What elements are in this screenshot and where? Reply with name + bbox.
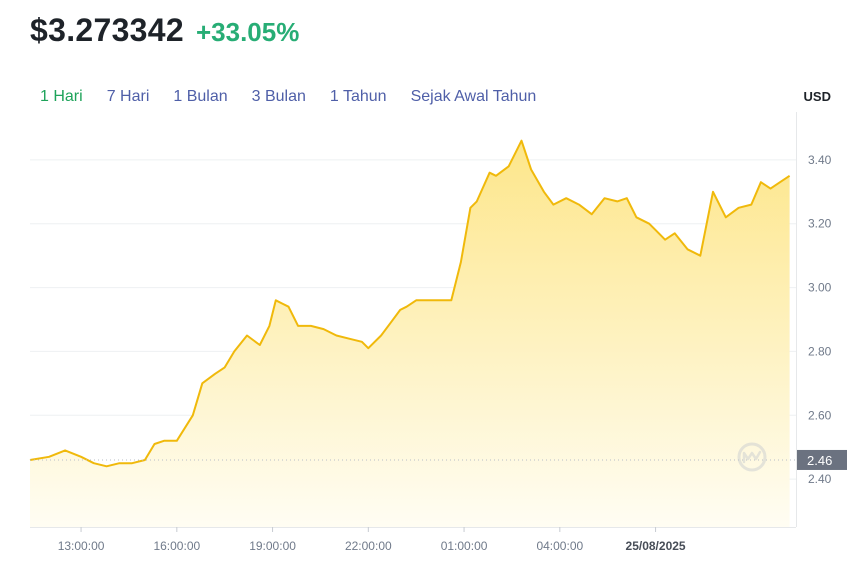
y-tick-label: 3.40 xyxy=(808,153,832,167)
tab-sejak-awal-tahun[interactable]: Sejak Awal Tahun xyxy=(410,88,537,105)
series-line xyxy=(29,139,791,468)
x-tick-label: 16:00:00 xyxy=(153,539,200,553)
timeframe-tabs: 1 Hari 7 Hari 1 Bulan 3 Bulan 1 Tahun Se… xyxy=(40,88,560,106)
x-tick-label: 01:00:00 xyxy=(441,539,488,553)
tab-1-tahun[interactable]: 1 Tahun xyxy=(329,88,387,105)
current-price-tag xyxy=(797,449,847,470)
price-change-percent: +33.05% xyxy=(195,17,300,47)
x-tick-label: 25/08/2025 xyxy=(626,539,686,553)
series-area xyxy=(30,140,790,527)
watermark-ring xyxy=(737,442,767,472)
tab-1-bulan[interactable]: 1 Bulan xyxy=(173,88,228,105)
tab-7-hari[interactable]: 7 Hari xyxy=(106,88,150,105)
current-price-tag-label: 2.46 xyxy=(807,453,832,468)
y-tick-label: 3.20 xyxy=(808,217,832,231)
tab-1-hari[interactable]: 1 Hari xyxy=(40,88,83,105)
x-tick-label: 19:00:00 xyxy=(249,539,296,553)
y-tick-label: 2.60 xyxy=(808,408,832,422)
y-tick-label: 3.00 xyxy=(808,281,832,295)
watermark-mark xyxy=(742,450,762,464)
currency-label: USD xyxy=(803,89,831,104)
y-tick-label: 2.40 xyxy=(808,472,832,486)
x-tick-label: 04:00:00 xyxy=(536,539,583,553)
x-tick-label: 13:00:00 xyxy=(58,539,105,553)
tab-3-bulan[interactable]: 3 Bulan xyxy=(251,88,306,105)
x-tick-label: 22:00:00 xyxy=(345,539,392,553)
y-tick-label: 2.80 xyxy=(808,344,832,358)
coinmarketcap-logo-icon xyxy=(737,442,767,472)
current-price: $3.273342 xyxy=(30,12,184,48)
price-header: $3.273342 +33.05% xyxy=(30,12,299,49)
